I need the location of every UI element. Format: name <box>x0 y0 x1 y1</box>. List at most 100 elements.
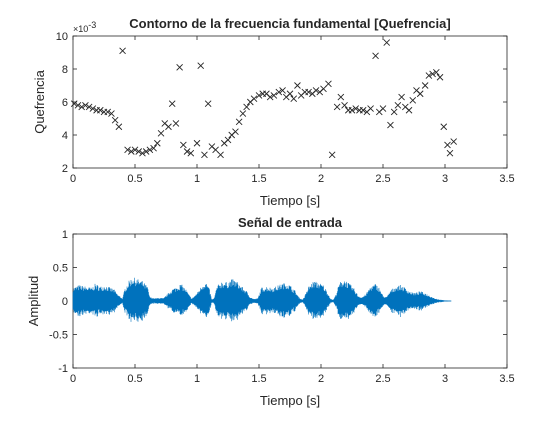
contour-data-point-stroke <box>131 146 139 154</box>
contour-data-point-stroke <box>402 103 409 111</box>
contour-data-point <box>383 39 391 46</box>
contour-data-point-stroke <box>187 149 195 157</box>
signal-y-tick-label: -0.5 <box>49 330 68 342</box>
contour-data-point <box>197 62 205 70</box>
contour-data-point-stroke <box>372 52 379 60</box>
signal-x-tick-label: 0 <box>70 373 76 385</box>
contour-data-point-stroke <box>150 144 157 152</box>
contour-data-point-stroke <box>157 130 165 137</box>
contour-y-exponent: ×10-3 <box>73 20 96 34</box>
contour-data-point-stroke <box>446 149 454 157</box>
contour-data-point-stroke <box>367 105 374 112</box>
contour-data-point <box>243 103 250 111</box>
contour-data-point <box>187 149 195 157</box>
contour-data-point-stroke <box>111 116 119 124</box>
signal-x-tick-label: 2.5 <box>375 373 390 385</box>
contour-data-point-stroke <box>405 106 413 114</box>
contour-data-point-stroke <box>425 72 433 79</box>
contour-data-point <box>150 144 157 152</box>
contour-data-point <box>154 139 161 147</box>
contour-data-point <box>305 88 312 96</box>
contour-data-point-stroke <box>176 64 183 71</box>
contour-data-point <box>131 146 139 154</box>
contour-data-point <box>325 80 332 88</box>
contour-data-point-stroke <box>440 123 448 131</box>
contour-x-tick-label: 0.5 <box>127 173 142 185</box>
contour-data-point <box>275 88 283 96</box>
contour-data-point-stroke <box>74 101 82 109</box>
contour-data-point-stroke <box>429 70 436 78</box>
contour-data-point-stroke <box>124 146 131 154</box>
contour-x-tick-label: 2 <box>318 173 324 185</box>
contour-x-axis-label: Tiempo [s] <box>260 193 320 208</box>
contour-data-point-stroke <box>212 146 219 154</box>
signal-x-tick-label: 1 <box>194 373 200 385</box>
contour-data-point-stroke <box>161 120 169 127</box>
contour-data-point-stroke <box>168 100 176 107</box>
contour-data-point <box>444 141 451 149</box>
contour-data-point-stroke <box>333 103 341 111</box>
contour-data-point-stroke <box>450 138 457 145</box>
contour-data-point-stroke <box>337 93 345 101</box>
contour-data-point <box>394 101 402 109</box>
contour-data-point-stroke <box>359 106 367 114</box>
contour-data-point <box>446 149 454 157</box>
contour-data-point <box>341 101 348 109</box>
contour-data-point-stroke <box>286 90 294 98</box>
contour-data-point-stroke <box>312 87 320 94</box>
contour-data-point <box>333 103 341 111</box>
contour-data-point <box>440 123 448 131</box>
contour-data-point-stroke <box>197 62 205 70</box>
contour-data-point-stroke <box>82 101 89 109</box>
contour-data-point <box>146 146 154 154</box>
contour-data-point <box>201 151 208 159</box>
signal-x-ticks: 0 0.5 1 1.5 2 2.5 3 3.5 <box>70 234 515 385</box>
contour-markers <box>70 39 457 159</box>
contour-data-point-stroke <box>142 148 150 155</box>
contour-data-point-stroke <box>139 149 146 157</box>
contour-data-point-stroke <box>383 39 391 46</box>
signal-y-axis-label: Amplitud <box>26 276 41 327</box>
contour-data-point-stroke <box>394 101 402 109</box>
contour-data-point <box>255 92 263 99</box>
signal-x-tick-label: 3 <box>442 373 448 385</box>
contour-data-point <box>372 52 379 60</box>
contour-data-point-stroke <box>266 93 274 101</box>
contour-data-point <box>352 105 360 112</box>
contour-x-tick-label: 3.5 <box>499 173 514 185</box>
contour-data-point-stroke <box>325 80 332 88</box>
contour-data-point-stroke <box>119 47 126 55</box>
contour-data-point-stroke <box>250 95 258 103</box>
contour-data-point <box>217 151 224 159</box>
contour-data-point-stroke <box>104 108 112 116</box>
signal-x-tick-label: 3.5 <box>499 373 514 385</box>
contour-x-tick-label: 2.5 <box>375 173 390 185</box>
contour-data-point <box>337 93 345 101</box>
contour-data-point <box>193 139 201 147</box>
contour-data-point-stroke <box>379 105 387 112</box>
contour-data-point-stroke <box>232 128 239 136</box>
contour-data-point <box>224 136 232 144</box>
contour-data-point <box>367 105 374 112</box>
contour-data-point <box>387 121 394 129</box>
contour-data-point-stroke <box>193 139 201 147</box>
contour-chart-title: Contorno de la frecuencia fundamental [Q… <box>129 16 450 31</box>
contour-data-point <box>239 110 247 117</box>
contour-data-point-stroke <box>390 108 398 116</box>
contour-data-point <box>348 106 356 114</box>
contour-data-point-stroke <box>154 139 161 147</box>
contour-x-ticks: 0 0.5 1 1.5 2 2.5 3 3.5 <box>70 36 515 185</box>
contour-y-tick-label: 8 <box>62 64 68 76</box>
contour-data-point <box>416 90 424 98</box>
contour-data-point-stroke <box>444 141 451 149</box>
contour-data-point <box>115 123 123 131</box>
contour-data-point-stroke <box>217 151 224 159</box>
contour-data-point <box>111 116 119 124</box>
contour-data-point <box>124 146 131 154</box>
contour-data-point-stroke <box>224 136 232 144</box>
contour-data-point <box>425 72 433 79</box>
contour-y-tick-label: 6 <box>62 97 68 109</box>
contour-data-point <box>139 149 146 157</box>
contour-data-point <box>127 148 135 155</box>
